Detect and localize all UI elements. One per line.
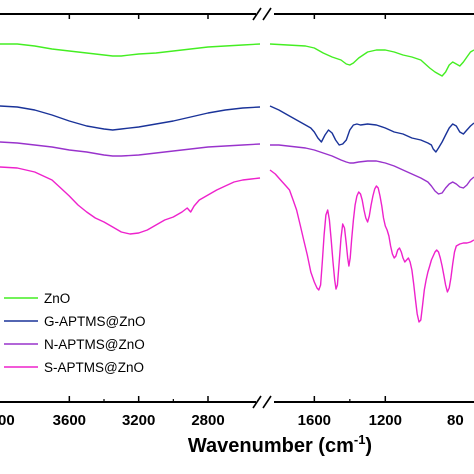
x-tick-label-edge-left: 00	[0, 412, 15, 429]
x-axis-title-superscript: -1	[354, 432, 366, 447]
series-line-s-aptms-zno-left	[0, 166, 261, 235]
series-group	[0, 43, 474, 323]
legend-label-g-aptms-zno: G-APTMS@ZnO	[44, 314, 145, 329]
series-line-g-aptms-zno-right	[269, 105, 474, 153]
x-axis-title-main: Wavenumber (cm	[188, 435, 354, 457]
top-axis-break-mark-2	[262, 7, 272, 21]
x-tick-label-edge-right: 80	[447, 412, 464, 429]
x-tick-label-3200: 3200	[122, 412, 155, 429]
series-line-n-aptms-zno-right	[270, 144, 474, 195]
legend-label-s-aptms-zno: S-APTMS@ZnO	[44, 360, 144, 375]
series-line-g-aptms-zno-left	[0, 105, 261, 131]
series-line-n-aptms-zno-left	[0, 141, 261, 157]
legend: ZnO G-APTMS@ZnO N-APTMS@ZnO S-APTMS@ZnO	[4, 291, 145, 375]
x-tick-label-3600: 3600	[53, 412, 86, 429]
series-line-s-aptms-zno-right	[269, 169, 474, 323]
x-axis-title-suffix: )	[365, 435, 372, 457]
top-axis	[0, 7, 474, 21]
series-line-zno-left	[0, 43, 261, 57]
top-axis-break-mark-1	[252, 7, 262, 21]
ticks-group: 3600 3200 2800 1600 1200 00 80	[0, 14, 464, 429]
legend-label-n-aptms-zno: N-APTMS@ZnO	[44, 337, 145, 352]
legend-label-zno: ZnO	[44, 291, 70, 306]
x-axis-title: Wavenumber (cm-1)	[188, 432, 372, 457]
series-line-zno-right	[269, 43, 474, 77]
x-tick-label-1600: 1600	[298, 412, 331, 429]
x-tick-label-1200: 1200	[369, 412, 402, 429]
bottom-axis-break-mark-2	[262, 395, 272, 409]
x-tick-label-2800: 2800	[191, 412, 224, 429]
bottom-axis	[0, 395, 474, 409]
bottom-axis-break-mark-1	[252, 395, 262, 409]
